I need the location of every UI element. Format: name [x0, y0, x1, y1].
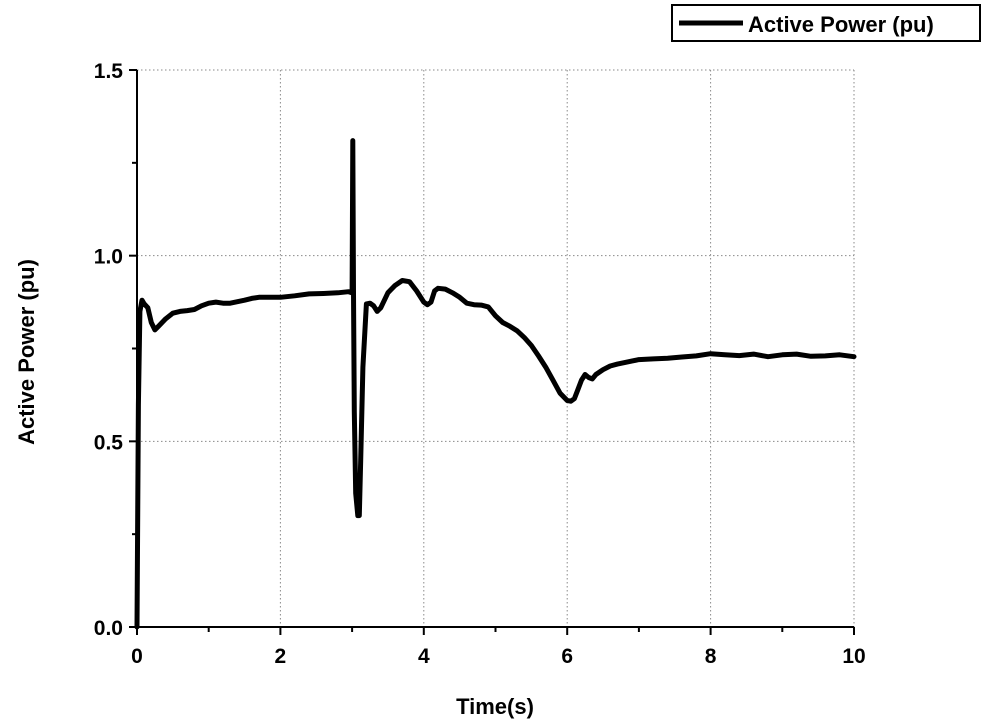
- y-tick-label-2: 1.0: [94, 246, 123, 269]
- legend-label: Active Power (pu): [748, 12, 934, 37]
- axes: [136, 70, 854, 628]
- x-tick-label-0: 0: [131, 645, 143, 668]
- series-layer: [134, 138, 857, 630]
- grid-lines: [137, 69, 855, 627]
- y-tick-label-1: 0.5: [94, 431, 124, 454]
- y-tick-label-0: 0.0: [94, 617, 123, 640]
- x-tick-label-1: 2: [275, 645, 287, 668]
- series-line-0: [134, 138, 857, 630]
- y-tick-label-3: 1.5: [94, 60, 124, 83]
- x-tick-label-4: 8: [705, 645, 717, 668]
- ticks: 0 2 4 6 8 10 0.0 0.5 1.0 1.5: [94, 60, 866, 668]
- x-tick-label-5: 10: [842, 645, 865, 668]
- x-tick-label-3: 6: [561, 645, 573, 668]
- legend: Active Power (pu): [671, 4, 981, 42]
- y-axis-title: Active Power (pu): [14, 259, 39, 445]
- x-tick-label-2: 4: [418, 645, 430, 668]
- x-axis-title: Time(s): [456, 694, 534, 719]
